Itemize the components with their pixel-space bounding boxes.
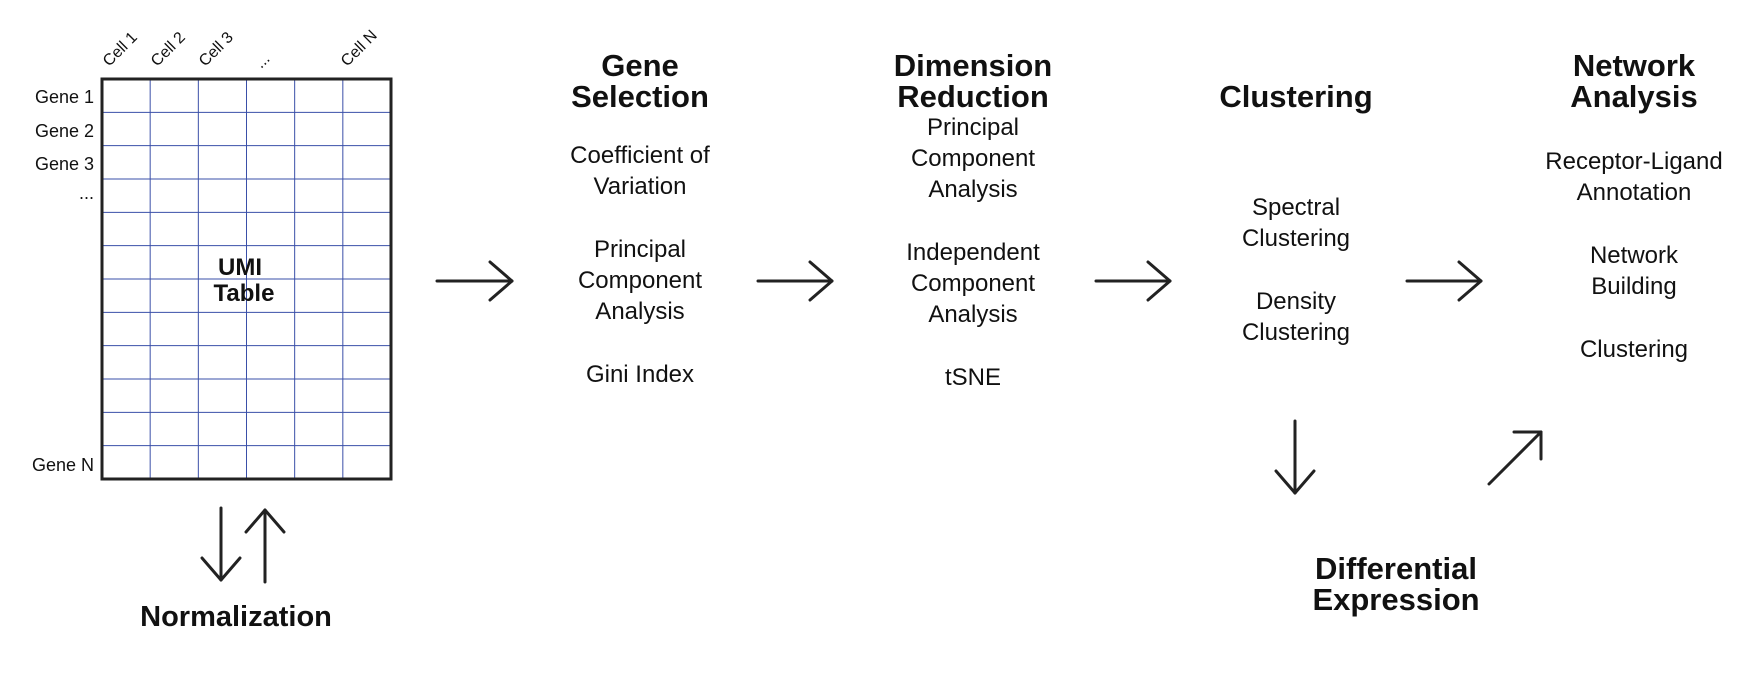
- step-items: Spectral Clustering Density Clustering: [1219, 196, 1372, 352]
- step-item: Spectral: [1251, 194, 1341, 221]
- diff-title-line1: Differential: [1315, 551, 1477, 586]
- arrow-down-icon-normalization: [200, 506, 242, 582]
- step-title-line1: Gene: [601, 48, 679, 83]
- step-item: Analysis: [928, 301, 1018, 328]
- arrow-right-icon-3: [1094, 260, 1172, 302]
- umi-title-line2: Table: [213, 280, 275, 307]
- step-item: Principal: [926, 114, 1020, 141]
- step-dimension-reduction: Dimension Reduction Principal Component …: [894, 50, 1052, 397]
- diff-title-line2: Expression: [1312, 582, 1480, 617]
- step-clustering: Clustering Spectral Clustering Density C…: [1219, 81, 1372, 352]
- step-title-line1: Network: [1572, 48, 1696, 83]
- arrow-down-icon-clustering: [1274, 419, 1316, 495]
- arrow-right-icon-4: [1405, 260, 1483, 302]
- umi-title-line1: UMI: [218, 254, 262, 281]
- step-item: Clustering: [1579, 336, 1689, 363]
- step-item: Analysis: [928, 176, 1018, 203]
- step-item: Component: [910, 270, 1036, 297]
- step-network-analysis: Network Analysis Receptor-Ligand Annotat…: [1545, 50, 1722, 369]
- differential-expression-label: Differential Expression: [1312, 553, 1479, 615]
- step-item: Analysis: [595, 298, 685, 325]
- step-item: Variation: [593, 173, 687, 200]
- step-title-line2: Clustering: [1219, 79, 1373, 114]
- step-item: Independent: [906, 239, 1040, 266]
- step-item: Component: [910, 145, 1036, 172]
- row-label-ellipsis: ...: [78, 183, 94, 203]
- step-item: Coefficient of: [570, 142, 710, 169]
- step-title-line2: Analysis: [1570, 79, 1698, 114]
- step-item: Clustering: [1241, 319, 1351, 346]
- step-item: Clustering: [1241, 225, 1351, 252]
- step-items: Coefficient of Variation Principal Compo…: [570, 144, 710, 394]
- row-label-gene-n: Gene N: [31, 455, 94, 475]
- step-item: Building: [1591, 273, 1677, 300]
- step-item: Density: [1255, 288, 1337, 315]
- step-item: Network: [1589, 242, 1679, 269]
- row-label-gene-2: Gene 2: [34, 121, 94, 141]
- row-label-gene-3: Gene 3: [34, 154, 94, 174]
- step-title-line1: Dimension: [893, 48, 1053, 83]
- arrow-diagonal-icon-network: [1487, 430, 1543, 486]
- step-item: Component: [577, 267, 703, 294]
- step-item: Receptor-Ligand: [1545, 148, 1723, 175]
- step-title-line2: Reduction: [897, 79, 1049, 114]
- step-item: Gini Index: [585, 361, 695, 388]
- arrow-up-icon-normalization: [244, 508, 286, 584]
- arrow-right-icon-2: [756, 260, 834, 302]
- step-gene-selection: Gene Selection Coefficient of Variation …: [570, 50, 710, 394]
- step-item: Principal: [593, 236, 687, 263]
- umi-table-border: [100, 77, 393, 481]
- row-label-gene-1: Gene 1: [34, 87, 94, 107]
- arrow-right-icon-1: [435, 260, 514, 302]
- step-item: tSNE: [944, 364, 1001, 391]
- normalization-label: Normalization: [140, 601, 332, 633]
- step-title-line2: Selection: [571, 79, 709, 114]
- step-items: Receptor-Ligand Annotation Network Build…: [1545, 150, 1722, 369]
- step-items: Principal Component Analysis Independent…: [894, 116, 1052, 397]
- step-item: Annotation: [1576, 179, 1692, 206]
